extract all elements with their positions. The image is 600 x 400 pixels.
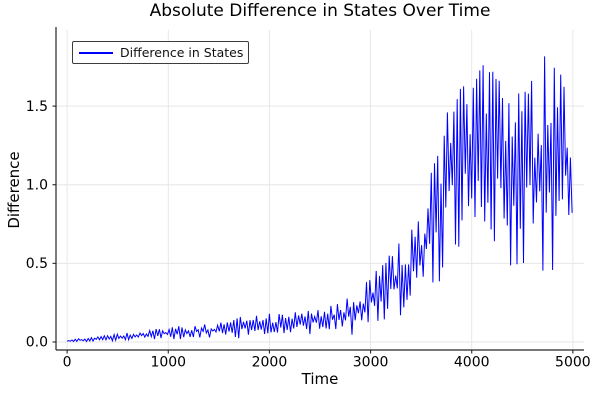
legend: Difference in States bbox=[72, 41, 250, 64]
y-tick-label: 0.5 bbox=[26, 256, 48, 272]
x-tick-label: 5000 bbox=[555, 355, 591, 371]
chart-title: Absolute Difference in States Over Time bbox=[149, 1, 491, 21]
x-tick-label: 2000 bbox=[252, 355, 288, 371]
y-axis-label: Difference bbox=[5, 151, 23, 229]
x-tick-label: 4000 bbox=[454, 355, 490, 371]
y-tick-label: 1.5 bbox=[26, 99, 48, 115]
x-tick-label: 3000 bbox=[353, 355, 389, 371]
x-tick-label: 0 bbox=[63, 355, 72, 371]
legend-label: Difference in States bbox=[120, 45, 244, 60]
x-axis-label: Time bbox=[301, 370, 339, 388]
x-tick-label: 1000 bbox=[150, 355, 186, 371]
legend-line-sample bbox=[79, 51, 113, 54]
y-tick-label: 1.0 bbox=[26, 177, 48, 193]
y-tick-label: 0.0 bbox=[26, 335, 48, 351]
data-line bbox=[66, 56, 573, 343]
